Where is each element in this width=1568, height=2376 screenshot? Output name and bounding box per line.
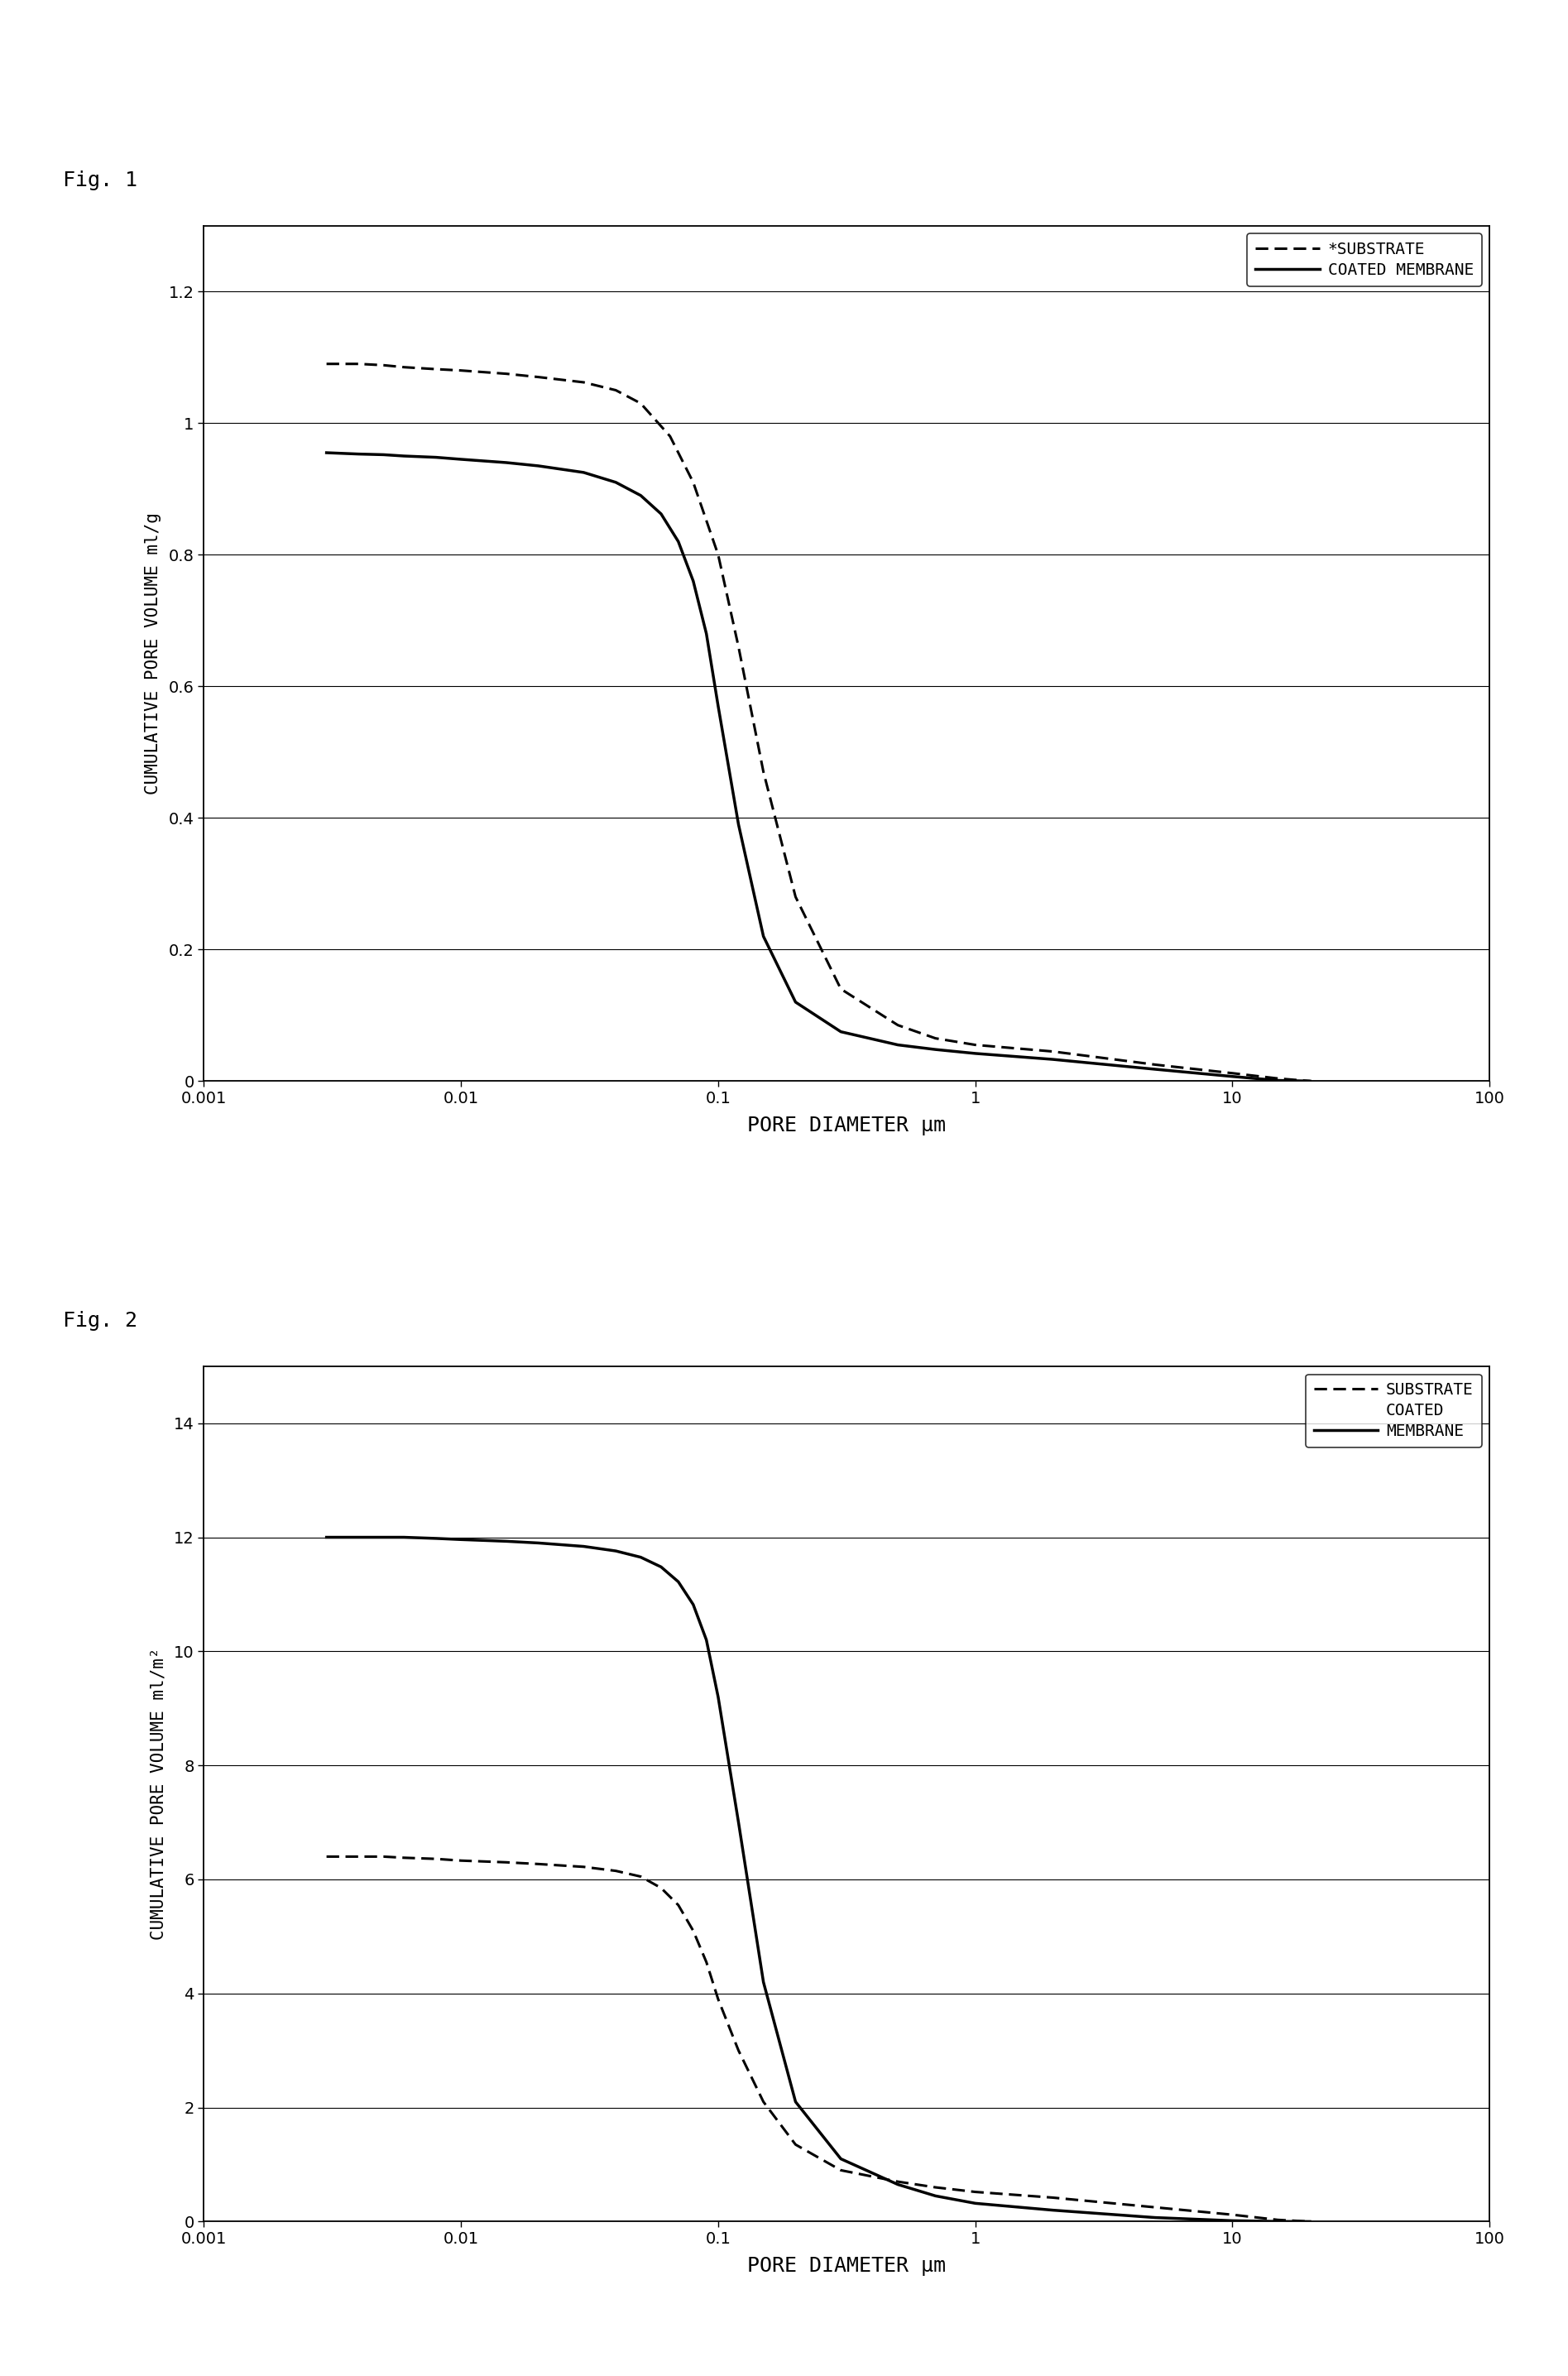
X-axis label: PORE DIAMETER μm: PORE DIAMETER μm (748, 2257, 946, 2276)
Y-axis label: CUMULATIVE PORE VOLUME ml/g: CUMULATIVE PORE VOLUME ml/g (144, 513, 162, 794)
Legend: *SUBSTRATE, COATED MEMBRANE: *SUBSTRATE, COATED MEMBRANE (1247, 233, 1482, 285)
Text: Fig. 1: Fig. 1 (63, 171, 136, 190)
X-axis label: PORE DIAMETER μm: PORE DIAMETER μm (748, 1117, 946, 1136)
Legend: SUBSTRATE, COATED, MEMBRANE: SUBSTRATE, COATED, MEMBRANE (1306, 1373, 1482, 1447)
Text: Fig. 2: Fig. 2 (63, 1312, 136, 1331)
Y-axis label: CUMULATIVE PORE VOLUME ml/m²: CUMULATIVE PORE VOLUME ml/m² (151, 1647, 166, 1941)
